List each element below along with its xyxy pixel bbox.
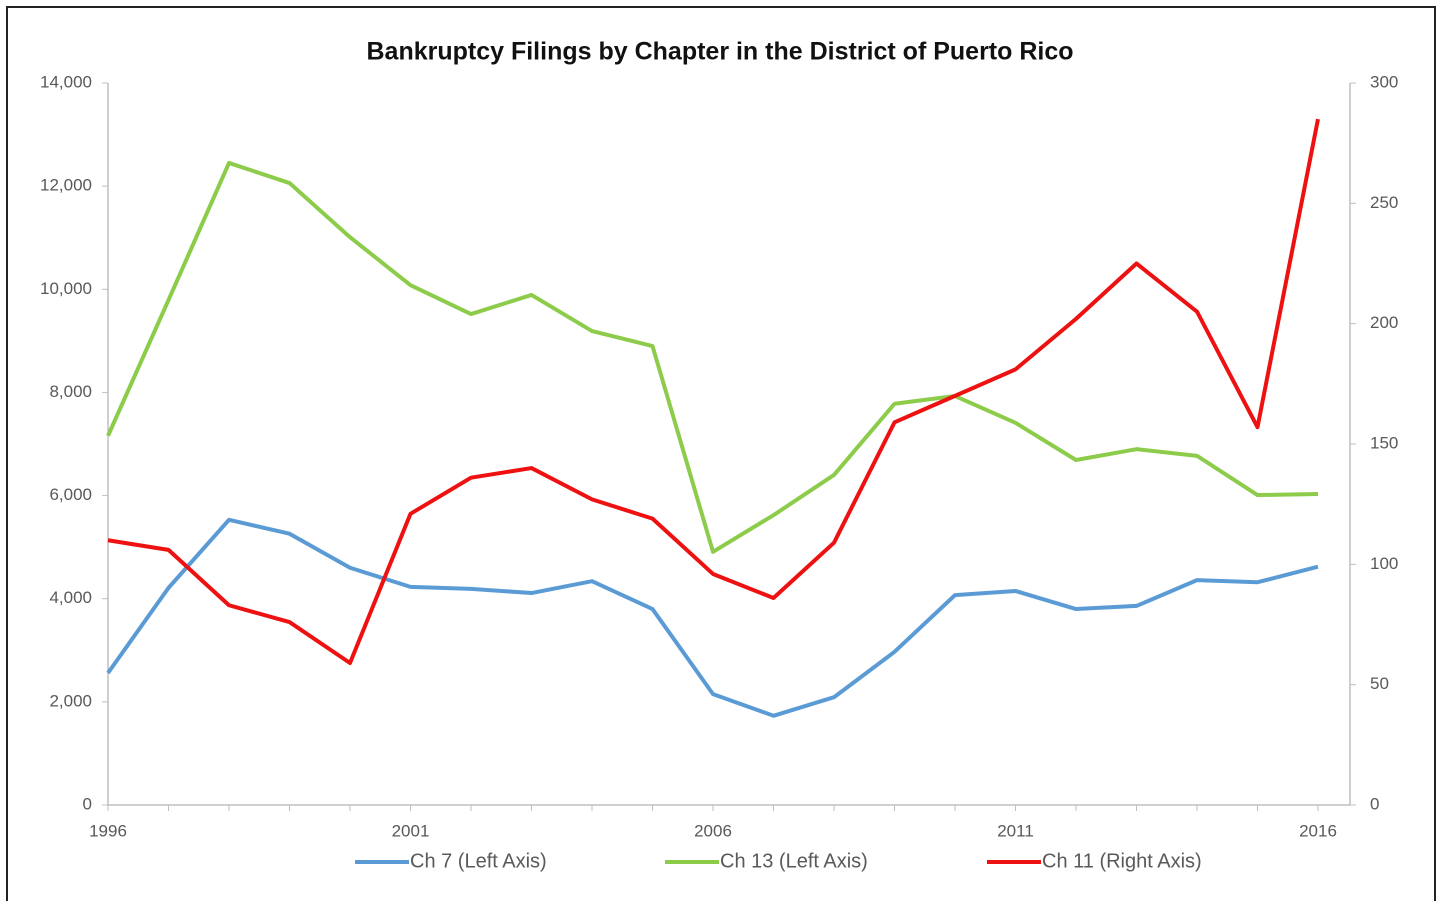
legend-label: Ch 13 (Left Axis) bbox=[720, 850, 868, 872]
y2-tick-label: 50 bbox=[1370, 674, 1389, 693]
x-tick-label: 2011 bbox=[997, 821, 1034, 840]
x-tick-label: 2001 bbox=[392, 821, 430, 840]
y-tick-label: 10,000 bbox=[40, 279, 92, 298]
y2-tick-label: 200 bbox=[1370, 313, 1398, 332]
series-line bbox=[106, 517, 1319, 718]
x-tick-label: 1996 bbox=[89, 821, 127, 840]
x-tick-label: 2016 bbox=[1299, 821, 1337, 840]
legend-label: Ch 11 (Right Axis) bbox=[1042, 850, 1202, 872]
y-tick-label: 8,000 bbox=[49, 382, 92, 401]
y-tick-label: 6,000 bbox=[49, 485, 92, 504]
x-tick-label: 2006 bbox=[694, 821, 732, 840]
y-tick-label: 4,000 bbox=[49, 588, 92, 607]
legend-label: Ch 7 (Left Axis) bbox=[410, 850, 547, 872]
y-tick-label: 0 bbox=[83, 794, 92, 813]
y-tick-label: 14,000 bbox=[40, 72, 92, 91]
y-tick-label: 12,000 bbox=[40, 176, 92, 195]
y2-tick-label: 0 bbox=[1370, 794, 1379, 813]
y2-tick-label: 150 bbox=[1370, 433, 1398, 452]
series-line bbox=[107, 118, 1320, 666]
y-tick-label: 2,000 bbox=[49, 691, 92, 710]
chart-title: Bankruptcy Filings by Chapter in the Dis… bbox=[366, 38, 1073, 66]
y2-tick-label: 100 bbox=[1370, 554, 1398, 573]
series-line bbox=[106, 160, 1319, 554]
y2-tick-label: 300 bbox=[1370, 72, 1398, 91]
frame bbox=[6, 6, 1436, 906]
y2-tick-label: 250 bbox=[1370, 193, 1398, 212]
